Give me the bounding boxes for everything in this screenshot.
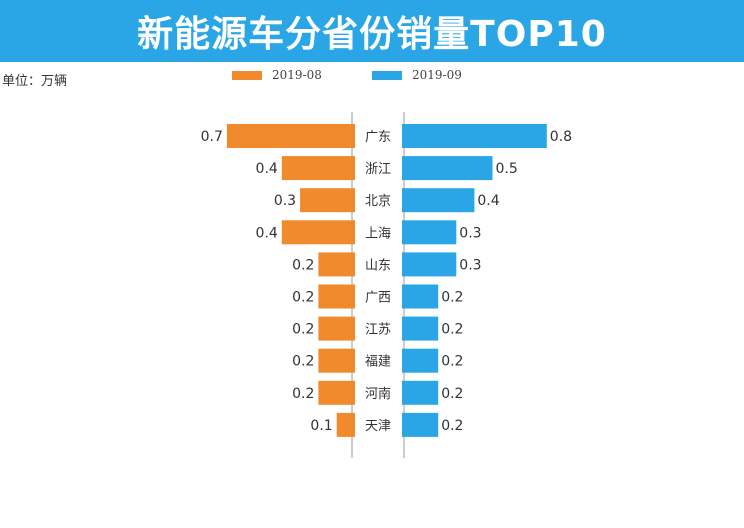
value-label-2019-08-3: 0.4	[256, 225, 278, 241]
bar-2019-08-1	[281, 156, 355, 181]
bar-2019-09-4	[402, 252, 457, 277]
value-label-2019-09-4: 0.3	[459, 257, 481, 273]
category-label-5: 广西	[365, 291, 391, 306]
chart-title: 新能源车分省份销量TOP10	[0, 0, 744, 62]
value-label-2019-08-5: 0.2	[292, 290, 314, 306]
value-label-2019-08-7: 0.2	[292, 354, 314, 370]
bar-2019-09-8	[402, 380, 439, 405]
value-label-2019-08-9: 0.1	[310, 418, 332, 434]
value-label-2019-09-6: 0.2	[441, 322, 463, 338]
value-label-2019-08-1: 0.4	[256, 161, 278, 177]
bar-2019-09-0	[402, 124, 547, 148]
bar-2019-08-3	[281, 220, 355, 245]
legend-swatch-2019-09	[372, 70, 402, 80]
legend-swatch-2019-08	[232, 70, 262, 80]
category-label-0: 广东	[365, 130, 391, 145]
category-label-8: 河南	[365, 386, 391, 402]
bar-2019-09-1	[402, 156, 493, 181]
bar-2019-09-9	[402, 412, 439, 437]
value-label-2019-08-0: 0.7	[201, 129, 223, 145]
bar-2019-09-2	[402, 188, 475, 213]
value-label-2019-09-5: 0.2	[441, 290, 463, 306]
value-label-2019-08-4: 0.2	[292, 257, 314, 273]
value-label-2019-08-8: 0.2	[292, 386, 314, 402]
value-label-2019-09-8: 0.2	[441, 386, 463, 402]
bar-2019-09-3	[402, 220, 457, 245]
legend-label-2019-08: 2019-08	[272, 68, 322, 82]
category-label-6: 江苏	[365, 322, 391, 338]
bar-2019-09-5	[402, 284, 439, 309]
value-label-2019-09-9: 0.2	[441, 418, 463, 434]
bar-2019-08-8	[318, 380, 355, 405]
bar-2019-08-7	[318, 348, 355, 373]
legend-item-2019-08: 2019-08	[232, 68, 322, 82]
bar-2019-08-6	[318, 316, 355, 341]
category-label-9: 天津	[365, 419, 391, 434]
unit-label: 单位：万辆	[2, 74, 68, 89]
bar-2019-09-6	[402, 316, 439, 341]
value-label-2019-09-1: 0.5	[496, 161, 518, 177]
value-label-2019-08-2: 0.3	[274, 193, 296, 209]
legend-item-2019-09: 2019-09	[372, 68, 462, 82]
value-label-2019-09-2: 0.4	[477, 193, 499, 209]
category-label-1: 浙江	[365, 162, 391, 177]
bar-2019-09-7	[402, 348, 439, 373]
value-label-2019-09-7: 0.2	[441, 354, 463, 370]
value-label-2019-08-6: 0.2	[292, 322, 314, 338]
bar-2019-08-5	[318, 284, 355, 309]
category-label-7: 福建	[365, 355, 391, 370]
category-label-4: 山东	[365, 258, 391, 273]
bar-2019-08-9	[336, 412, 355, 437]
category-label-3: 上海	[365, 226, 391, 241]
bar-2019-08-0	[226, 124, 355, 148]
category-label-2: 北京	[365, 194, 391, 209]
bar-2019-08-2	[300, 188, 355, 213]
legend-label-2019-09: 2019-09	[412, 68, 462, 82]
value-label-2019-09-3: 0.3	[459, 225, 481, 241]
value-label-2019-09-0: 0.8	[550, 129, 572, 145]
bar-2019-08-4	[318, 252, 355, 277]
